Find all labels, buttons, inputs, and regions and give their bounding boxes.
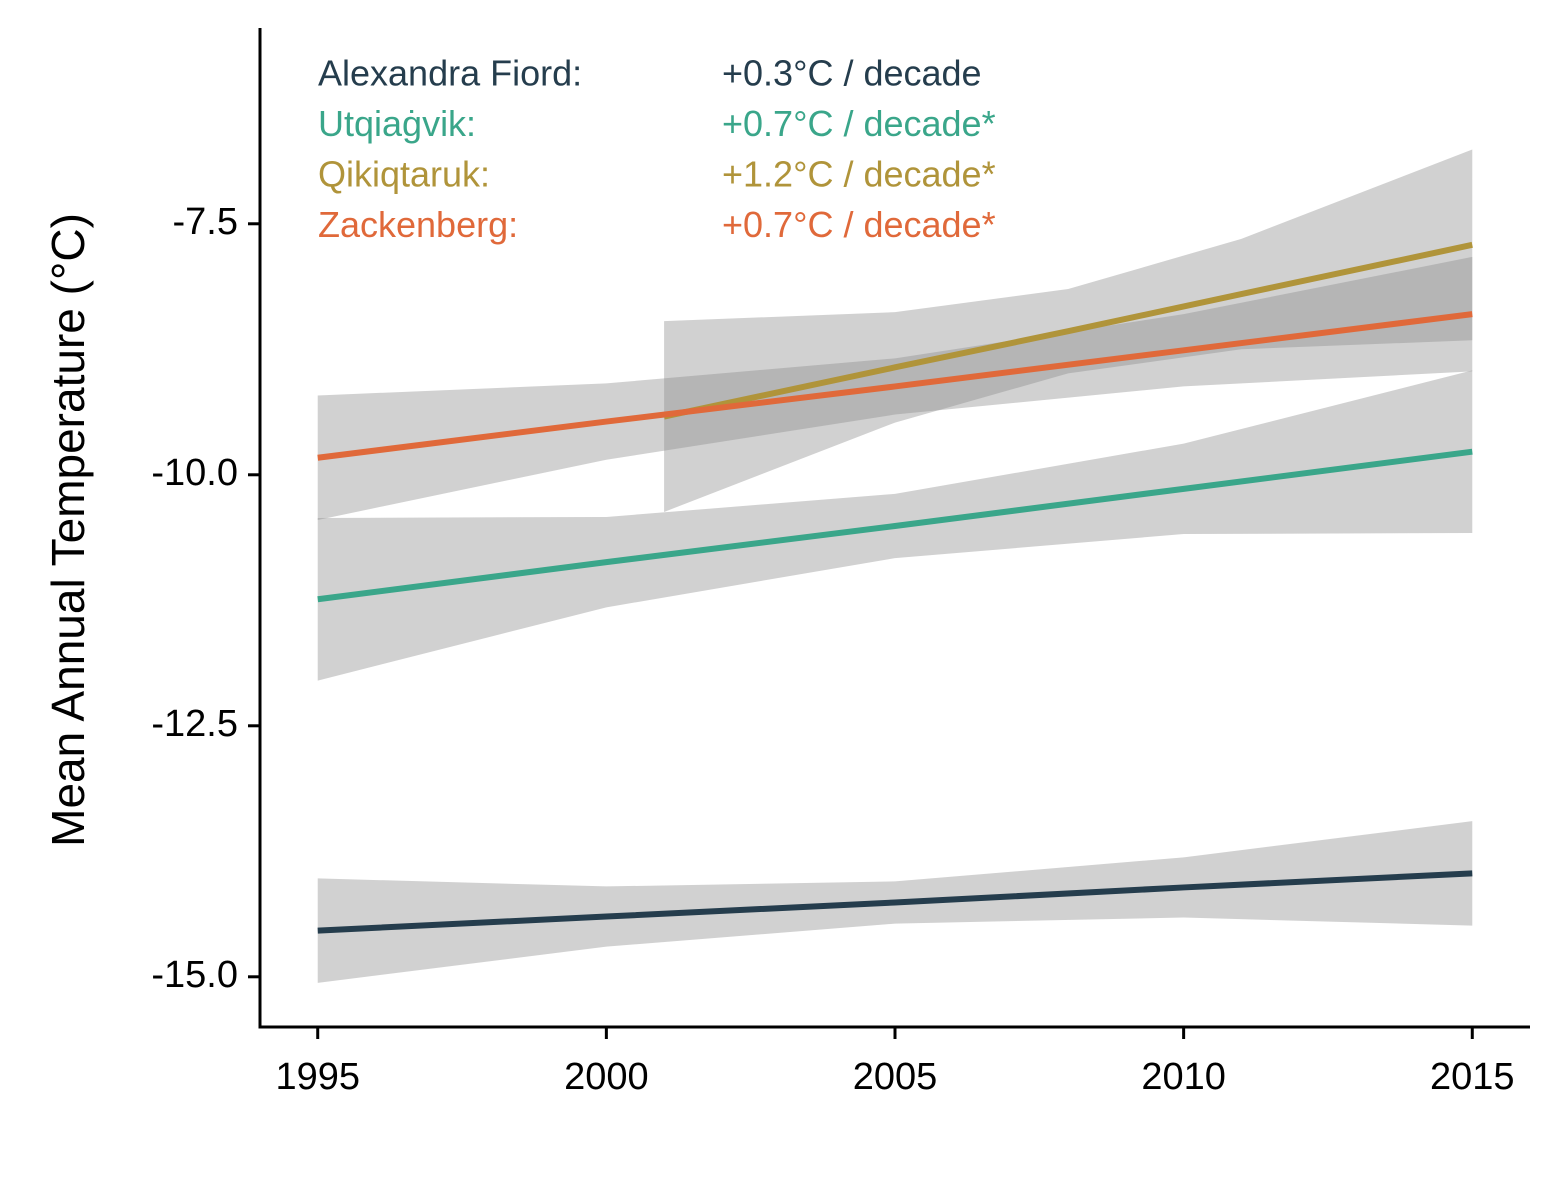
trend-line <box>663 241 1473 420</box>
trend-line <box>317 448 1473 603</box>
x-tick-label: 1995 <box>275 1056 360 1098</box>
legend-name: Zackenberg: <box>318 204 518 245</box>
legend-trend: +1.2°C / decade* <box>722 154 996 195</box>
legend-name: Qikiqtaruk: <box>318 154 490 195</box>
trend-line <box>317 870 1473 934</box>
trend-line <box>317 311 1473 461</box>
x-tick-label: 2010 <box>1141 1056 1226 1098</box>
y-tick-label: -15.0 <box>151 954 238 996</box>
legend-trend: +0.3°C / decade <box>722 53 982 94</box>
x-tick-label: 2000 <box>564 1056 649 1098</box>
legend-trend: +0.7°C / decade* <box>722 204 996 245</box>
legend-name: Alexandra Fiord: <box>318 53 582 94</box>
y-axis-label: Mean Annual Temperature (°C) <box>42 213 94 847</box>
x-tick-label: 2005 <box>853 1056 938 1098</box>
y-tick-label: -7.5 <box>173 201 238 243</box>
y-tick-label: -12.5 <box>151 703 238 745</box>
y-tick-label: -10.0 <box>151 452 238 494</box>
legend-trend: +0.7°C / decade* <box>722 103 996 144</box>
legend-name: Utqiaġvik: <box>318 103 476 144</box>
x-tick-label: 2015 <box>1430 1056 1515 1098</box>
